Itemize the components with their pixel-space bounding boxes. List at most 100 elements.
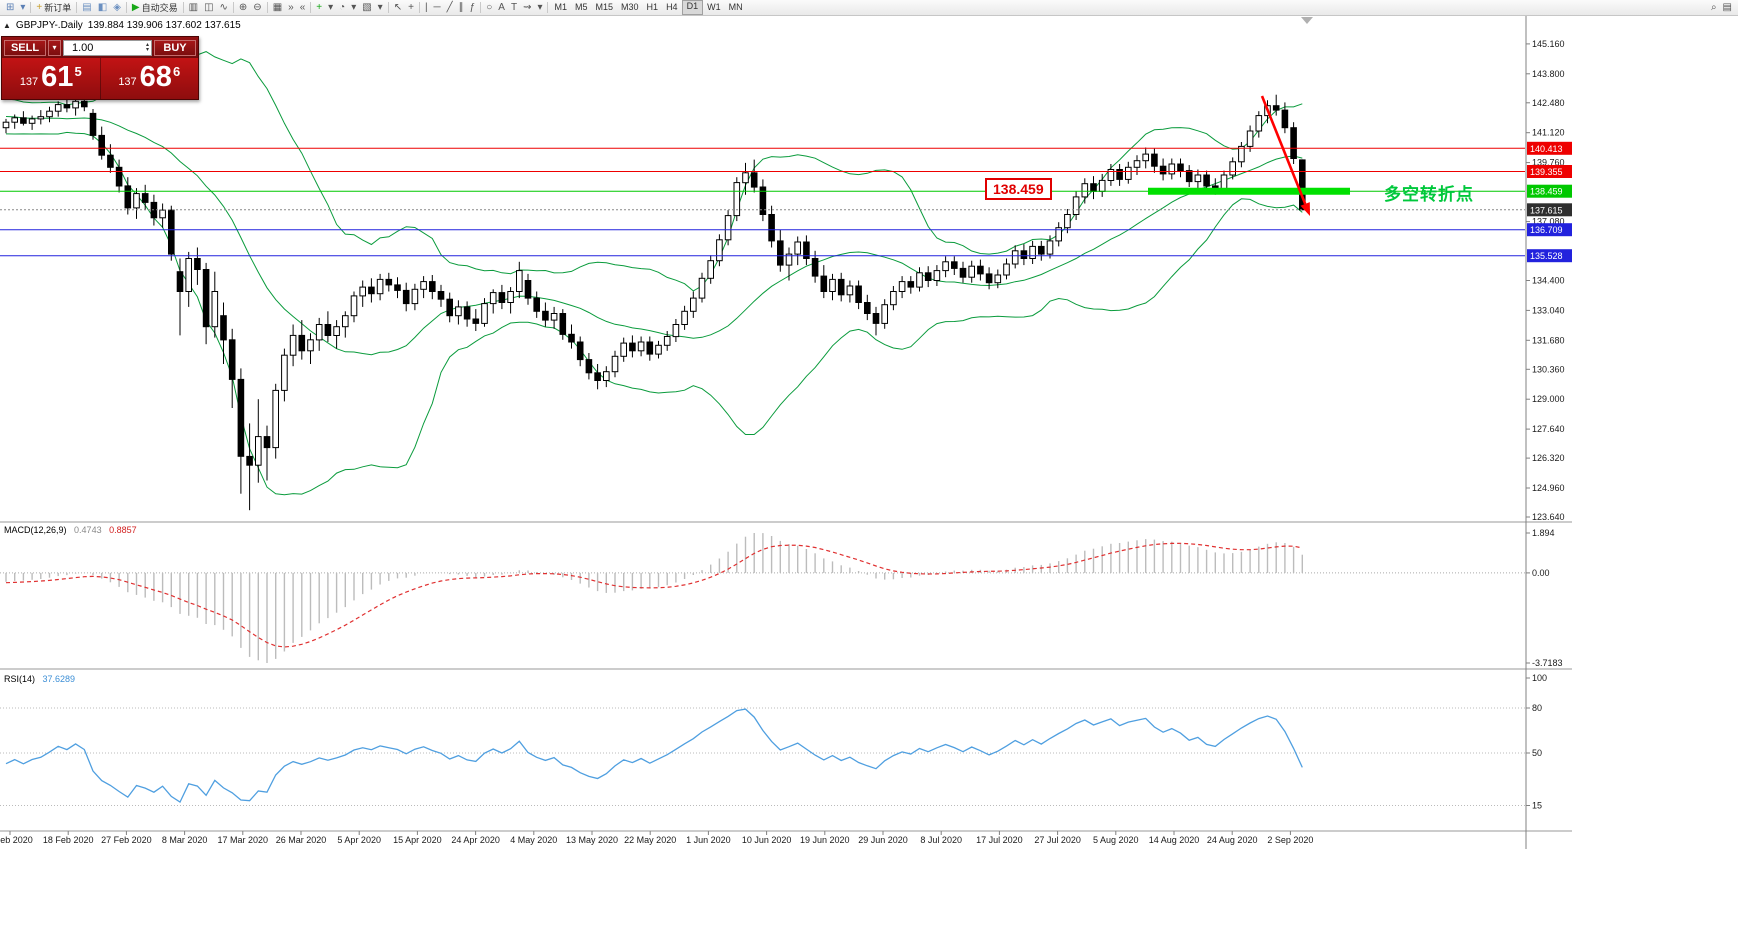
axis-label: 126.320 (1532, 453, 1565, 463)
sell-dropdown-icon[interactable]: ▾ (48, 39, 61, 56)
timeframe-m30[interactable]: M30 (621, 2, 639, 12)
axis-label: 0.00 (1532, 568, 1550, 578)
timeframe-mn[interactable]: MN (728, 2, 743, 12)
macd-signal-line (5, 542, 1303, 648)
candle-body (411, 288, 419, 305)
profiles-icon[interactable]: ▾ (17, 1, 28, 15)
candle-body (46, 110, 53, 118)
candle-body (794, 241, 802, 255)
zoom-in-icon[interactable]: ⊕ (236, 1, 250, 15)
timeframe-d1[interactable]: D1 (681, 0, 704, 15)
candle-body (1072, 196, 1080, 215)
candle-body (1238, 145, 1245, 163)
support-level-label[interactable]: 138.459 (985, 178, 1052, 200)
candle-body (516, 270, 523, 293)
text-icon[interactable]: A (495, 1, 508, 15)
timeframe-h4[interactable]: H4 (666, 2, 678, 12)
fibonacci-icon[interactable]: ƒ (467, 1, 479, 15)
bb-upper-band (5, 51, 1303, 292)
new-order-button-label: 新订单 (44, 3, 72, 13)
buy-button[interactable]: BUY (154, 39, 196, 56)
new-chart-icon[interactable]: ⊞ (3, 1, 17, 15)
axis-label: 130.360 (1532, 364, 1565, 374)
date-label: 5 Apr 2020 (337, 835, 381, 845)
turning-point-note[interactable]: 多空转折点 (1384, 185, 1474, 204)
price-axis-labels: 145.160 143.800 142.480 141.120 139.760 137.0… (1526, 39, 1565, 522)
volume-down-icon[interactable]: ▾ (145, 46, 149, 53)
candle-body (472, 318, 480, 324)
toolbar-separator (480, 2, 482, 13)
candle-body (629, 342, 636, 352)
bar-chart-icon[interactable]: ▥ (186, 1, 201, 15)
timeframe-w1[interactable]: W1 (707, 2, 721, 12)
rsi-label: RSI(14) 37.6289 (4, 674, 75, 684)
periods-dropdown-icon[interactable]: ▾ (348, 1, 359, 15)
chart-shift-marker[interactable] (1301, 17, 1313, 24)
volume-input[interactable]: 1.00 ▴ ▾ (63, 39, 152, 56)
arrows-dropdown-icon[interactable]: ▾ (534, 1, 545, 15)
new-order-button[interactable]: + 新订单 (33, 1, 74, 15)
candle-body (246, 455, 253, 466)
timeframe-h1[interactable]: H1 (646, 2, 659, 12)
candle-body (907, 281, 915, 288)
sell-arrow[interactable] (1260, 95, 1307, 205)
candle-body (333, 326, 340, 337)
candle-body (168, 209, 175, 255)
panel-separators[interactable] (0, 521, 1572, 833)
one-click-trading-panel: SELL ▾ 1.00 ▴ ▾ BUY 137 61 5 137 68 6 (1, 36, 199, 100)
sell-button[interactable]: SELL (4, 39, 46, 56)
cursor-icon[interactable]: ↖ (391, 1, 405, 15)
sell-price[interactable]: 137 61 5 (2, 58, 100, 99)
zoom-out-icon[interactable]: ⊖ (250, 1, 264, 15)
timeframe-m5[interactable]: M5 (575, 2, 588, 12)
line-chart-icon[interactable]: ∿ (217, 1, 231, 15)
templates-dropdown-icon: ▾ (377, 2, 383, 13)
indicators-dropdown-icon[interactable]: ▾ (325, 1, 336, 15)
candle-body (881, 304, 889, 324)
candle-body (594, 372, 601, 381)
search-icon[interactable]: ⌕ (1708, 1, 1720, 15)
one-click-collapse-arrow[interactable]: ▲ (3, 21, 11, 30)
crosshair-icon[interactable]: + (405, 1, 417, 15)
navigator-icon[interactable]: ◈ (110, 1, 124, 15)
timeframe-m15[interactable]: M15 (595, 2, 614, 12)
time-axis[interactable]: 9 Feb 2020 18 Feb 2020 27 Feb 2020 8 Mar 20… (0, 831, 1313, 845)
auto-trading-button[interactable]: ▶ 自动交易 (129, 1, 181, 15)
horizontal-line-icon[interactable]: ─ (431, 1, 444, 15)
candle-body (576, 341, 584, 361)
timeframe-m1[interactable]: M1 (554, 2, 567, 12)
chart-shift-icon[interactable]: « (297, 1, 309, 15)
channel-icon[interactable]: ∥ (456, 1, 467, 15)
toolbar-separator (266, 2, 268, 13)
candle-body (559, 313, 567, 335)
chart-shift-icon: « (299, 2, 306, 13)
vertical-line-icon[interactable]: | (422, 1, 431, 15)
auto-scroll-icon: » (288, 2, 294, 13)
templates-icon: ▧ (362, 2, 372, 13)
shapes-icon: ○ (486, 2, 493, 13)
templates-icon[interactable]: ▧ (359, 1, 374, 15)
candle-body (655, 344, 662, 355)
shapes-icon[interactable]: ○ (483, 1, 495, 15)
candle-body (750, 172, 758, 188)
candlestick-icon[interactable]: ◫ (201, 1, 216, 15)
trendline-icon[interactable]: ╱ (444, 1, 456, 15)
sell-price-sup: 5 (74, 64, 82, 79)
tile-windows-icon[interactable]: ▦ (270, 1, 285, 15)
candle-body (603, 371, 610, 382)
templates-dropdown-icon[interactable]: ▾ (375, 1, 386, 15)
auto-scroll-icon[interactable]: » (285, 1, 297, 15)
windows-icon[interactable]: ▤ (1720, 1, 1735, 15)
market-watch-icon[interactable]: ▤ (79, 1, 94, 15)
price-tag: 140.413 (1527, 141, 1572, 155)
buy-price[interactable]: 137 68 6 (101, 58, 199, 99)
indicators-icon[interactable]: + (313, 1, 325, 15)
periods-icon[interactable]: ◔ (336, 1, 348, 15)
macd-value-main: 0.4743 (74, 525, 102, 535)
arrows-icon[interactable]: ⇝ (520, 1, 534, 15)
volume-up-icon[interactable]: ▴ (145, 41, 149, 48)
text-label-icon[interactable]: T (508, 1, 520, 15)
data-window-icon[interactable]: ◧ (95, 1, 110, 15)
